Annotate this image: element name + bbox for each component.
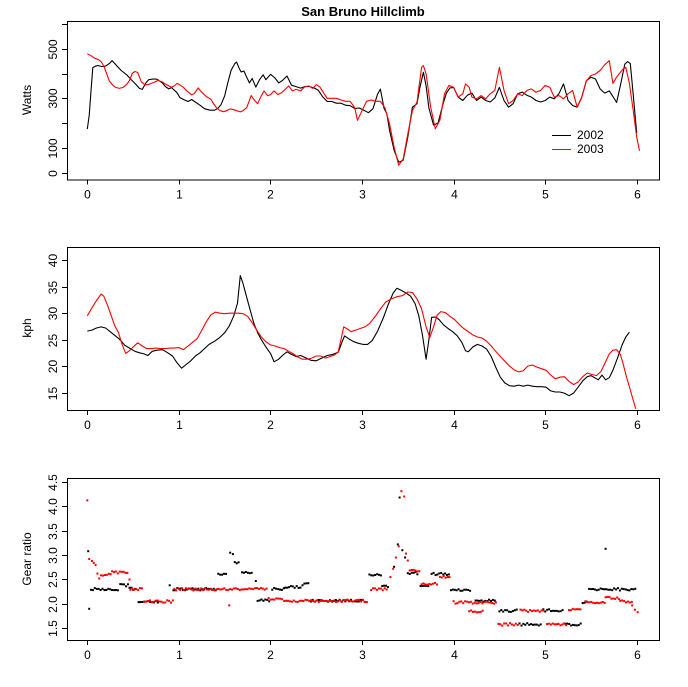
svg-text:6: 6 [634,187,641,201]
legend-entry-2002: 2002 [552,128,604,142]
svg-text:40: 40 [46,254,60,268]
legend-line-2002-icon [552,134,571,136]
svg-text:30: 30 [46,307,60,321]
svg-text:1.5: 1.5 [46,620,60,637]
legend-label-2003: 2003 [577,142,604,156]
svg-text:3: 3 [359,418,366,432]
legend-entry-2003: 2003 [552,142,604,156]
svg-text:100: 100 [46,138,60,158]
svg-text:500: 500 [46,39,60,59]
y-axis-label-kph: kph [20,318,34,338]
svg-text:5: 5 [542,418,549,432]
svg-text:1: 1 [176,187,183,201]
y-axis-label-gear-ratio: Gear ratio [20,532,34,586]
svg-text:15: 15 [46,387,60,401]
legend-label-2002: 2002 [577,128,604,142]
svg-text:4: 4 [451,418,458,432]
svg-text:300: 300 [46,88,60,108]
svg-text:20: 20 [46,360,60,374]
svg-text:3.5: 3.5 [46,523,60,540]
svg-text:35: 35 [46,281,60,295]
svg-text:5: 5 [542,648,549,662]
y-axis-label-watts: Watts [20,84,34,116]
svg-text:3: 3 [359,648,366,662]
svg-text:4.0: 4.0 [46,498,60,515]
svg-text:0: 0 [84,187,91,201]
svg-text:4: 4 [451,187,458,201]
svg-text:4.5: 4.5 [46,474,60,491]
svg-text:6: 6 [634,418,641,432]
svg-text:0: 0 [46,170,60,177]
svg-text:1: 1 [176,418,183,432]
svg-text:3: 3 [359,187,366,201]
legend-line-2003-icon [552,148,571,150]
svg-text:0: 0 [84,418,91,432]
svg-text:4: 4 [451,648,458,662]
svg-text:2: 2 [267,187,274,201]
svg-text:2: 2 [267,648,274,662]
svg-text:1: 1 [176,648,183,662]
chart-title: San Bruno Hillclimb [301,4,425,19]
svg-text:6: 6 [634,648,641,662]
svg-text:3.0: 3.0 [46,547,60,564]
legend: 2002 2003 [552,128,604,156]
svg-text:2.0: 2.0 [46,596,60,613]
svg-text:2: 2 [267,418,274,432]
svg-text:25: 25 [46,334,60,348]
svg-text:2.5: 2.5 [46,571,60,588]
svg-text:5: 5 [542,187,549,201]
svg-text:0: 0 [84,648,91,662]
